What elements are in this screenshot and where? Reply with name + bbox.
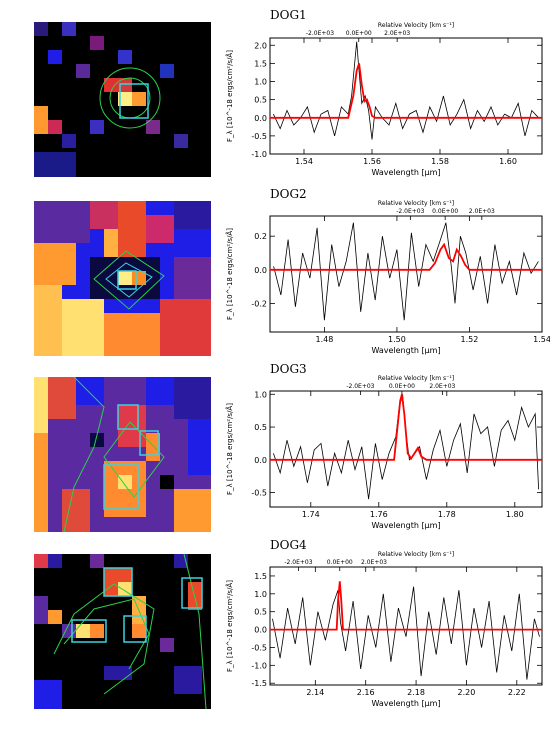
top-axis-label: Relative Velocity [km s⁻¹]: [378, 375, 454, 382]
y-tick-label: 0.0: [254, 456, 267, 465]
top-tick-label: 2.0E+03: [469, 208, 495, 215]
plot-frame: [269, 37, 543, 155]
cutout-dog2-svg: [34, 201, 211, 356]
y-tick-label: -1.0: [251, 661, 267, 670]
y-axis-label: F_λ [10^-18 ergs/cm²/s/Å]: [225, 50, 234, 142]
x-tick-label: 2.22: [508, 688, 526, 697]
y-tick-label: -0.5: [251, 643, 267, 652]
x-tick-label: 1.74: [302, 510, 320, 519]
cutout-dog3-svg: [34, 377, 211, 532]
y-tick-label: 0.5: [254, 96, 267, 105]
top-tick-label: 2.0E+03: [429, 383, 455, 390]
top-tick-label: 2.0E+03: [384, 30, 410, 37]
x-tick-label: 1.78: [438, 510, 456, 519]
spectrum-line: [273, 394, 539, 500]
y-tick-label: 0.2: [254, 232, 267, 241]
x-axis-label: Wavelength [μm]: [371, 168, 440, 177]
spectrum-chart-dog1: Relative Velocity [km s⁻¹] -2.0E+03 0.0E+0…: [225, 22, 543, 177]
y-tick-label: 1.5: [254, 572, 267, 581]
plot-frame: [269, 215, 543, 333]
top-tick-label: -2.0E+03: [306, 30, 334, 37]
top-tick-label: -2.0E+03: [396, 208, 424, 215]
spectrum-chart-dog2: Relative Velocity [km s⁻¹]-2.0E+03 0.0E+0…: [225, 200, 550, 355]
x-tick-label: 2.16: [357, 688, 375, 697]
model-fit-line: [270, 242, 542, 271]
x-axis-label: Wavelength [μm]: [371, 521, 440, 530]
top-tick-label: 0.0E+00: [389, 383, 415, 390]
y-tick-label: 0.0: [254, 114, 267, 123]
x-tick-label: 1.80: [506, 510, 524, 519]
top-axis-label: Relative Velocity [km s⁻¹]: [378, 551, 454, 558]
panel-title-dog1: DOG1: [270, 8, 307, 22]
top-tick-label: -2.0E+03: [346, 383, 374, 390]
plot-frame: [269, 566, 543, 686]
y-tick-label: 0.5: [254, 423, 267, 432]
y-tick-label: 0.5: [254, 608, 267, 617]
spectrum-line: [273, 41, 539, 140]
spectrum-chart-dog4: Relative Velocity [km s⁻¹] -2.0E+03 0.0E+0…: [225, 551, 543, 708]
spectrum-dog3: Relative Velocity [km s⁻¹] -2.0E+03 0.0E+0…: [220, 375, 550, 537]
spectrum-dog4: Relative Velocity [km s⁻¹] -2.0E+03 0.0E+0…: [220, 551, 550, 715]
spectrum-chart-dog3: Relative Velocity [km s⁻¹] -2.0E+03 0.0E+0…: [225, 375, 543, 530]
plot-frame: [269, 390, 543, 508]
y-tick-label: 0.0: [254, 626, 267, 635]
x-tick-label: 1.54: [533, 335, 550, 344]
y-tick-label: -0.5: [251, 489, 267, 498]
image-cutout-dog2: [34, 201, 211, 356]
y-tick-label: -1.0: [251, 150, 267, 159]
image-cutout-dog4: [34, 554, 211, 709]
x-tick-label: 1.54: [295, 157, 313, 166]
image-cutout-dog3: [34, 377, 211, 532]
y-axis-label: F_λ [10^-18 ergs/cm²/s/Å]: [225, 228, 234, 320]
cutout-dog1-svg: [34, 22, 211, 177]
model-fit-line: [270, 581, 542, 631]
top-tick-label: 0.0E+00: [432, 208, 458, 215]
x-tick-label: 2.18: [407, 688, 425, 697]
y-tick-label: 2.0: [254, 41, 267, 50]
x-tick-label: 1.60: [499, 157, 517, 166]
y-tick-label: 1.5: [254, 59, 267, 68]
cutout-dog4-svg: [34, 554, 211, 709]
x-tick-label: 1.48: [315, 335, 333, 344]
y-axis-label: F_λ [10^-18 ergs/cm²/s/Å]: [225, 580, 234, 672]
spectrum-dog2: Relative Velocity [km s⁻¹] -2.0E+03 0.0E+0…: [220, 200, 550, 362]
y-tick-label: -1.5: [251, 679, 267, 688]
panel-title-dog2: DOG2: [270, 187, 307, 201]
y-axis-label: F_λ [10^-18 ergs/cm²/s/Å]: [225, 403, 234, 495]
top-tick-label: -2.0E+03: [284, 559, 312, 566]
model-fit-line: [270, 394, 542, 461]
model-fit-line: [270, 63, 542, 119]
y-tick-label: -0.2: [251, 299, 267, 308]
x-tick-label: 2.14: [306, 688, 324, 697]
x-tick-label: 1.76: [370, 510, 388, 519]
top-axis-label: Relative Velocity [km s⁻¹]: [378, 200, 454, 207]
y-tick-label: 1.0: [254, 590, 267, 599]
y-tick-label: -0.5: [251, 132, 267, 141]
image-cutout-dog1: [34, 22, 211, 177]
x-axis-label: Wavelength [μm]: [371, 346, 440, 355]
top-tick-label: 0.0E+00: [346, 30, 372, 37]
y-tick-label: 1.0: [254, 78, 267, 87]
y-tick-label: 1.0: [254, 390, 267, 399]
spectrum-dog1: Relative Velocity [km s⁻¹] -2.0E+03 0.0E+0…: [220, 22, 550, 184]
x-tick-label: 1.52: [461, 335, 479, 344]
panel-title-dog3: DOG3: [270, 362, 307, 376]
x-tick-label: 1.56: [363, 157, 381, 166]
top-tick-label: 0.0E+00: [327, 559, 353, 566]
spectrum-line: [272, 586, 540, 680]
spectrum-line: [273, 222, 539, 321]
x-axis-label: Wavelength [μm]: [371, 699, 440, 708]
x-tick-label: 1.58: [431, 157, 449, 166]
x-tick-label: 1.50: [388, 335, 406, 344]
top-axis-label: Relative Velocity [km s⁻¹]: [378, 22, 454, 29]
y-tick-label: 0.0: [254, 266, 267, 275]
panel-title-dog4: DOG4: [270, 538, 307, 552]
top-tick-label: 2.0E+03: [361, 559, 387, 566]
x-tick-label: 2.20: [458, 688, 476, 697]
